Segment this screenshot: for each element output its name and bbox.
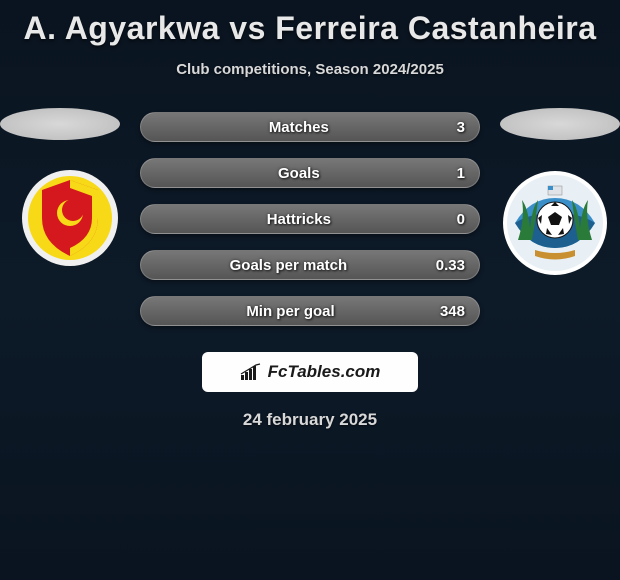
stat-value: 0.33 <box>436 257 465 274</box>
stat-label: Min per goal <box>141 303 440 320</box>
subtitle: Club competitions, Season 2024/2025 <box>0 61 620 78</box>
comparison-panel: Matches 3 Goals 1 Hattricks 0 Goals per … <box>0 108 620 348</box>
player-oval-right <box>500 108 620 140</box>
selangor-badge-icon <box>20 168 120 268</box>
stat-label: Hattricks <box>141 211 457 228</box>
stat-row: Matches 3 <box>140 112 480 142</box>
page-title: A. Agyarkwa vs Ferreira Castanheira <box>0 0 620 47</box>
club-badge-left <box>20 168 120 268</box>
stat-rows: Matches 3 Goals 1 Hattricks 0 Goals per … <box>140 112 480 342</box>
brand-text: FcTables.com <box>268 362 381 382</box>
branding-box: FcTables.com <box>202 352 418 392</box>
stat-label: Matches <box>141 119 457 136</box>
stat-row: Goals 1 <box>140 158 480 188</box>
stat-row: Goals per match 0.33 <box>140 250 480 280</box>
stat-row: Hattricks 0 <box>140 204 480 234</box>
bars-icon <box>240 363 262 381</box>
player-oval-left <box>0 108 120 140</box>
stat-value: 1 <box>457 165 465 182</box>
date-text: 24 february 2025 <box>0 410 620 430</box>
stat-label: Goals per match <box>141 257 436 274</box>
stat-value: 3 <box>457 119 465 136</box>
sabah-badge-icon <box>500 168 610 278</box>
stat-value: 0 <box>457 211 465 228</box>
stat-value: 348 <box>440 303 465 320</box>
stat-label: Goals <box>141 165 457 182</box>
club-badge-right <box>500 168 610 278</box>
stat-row: Min per goal 348 <box>140 296 480 326</box>
